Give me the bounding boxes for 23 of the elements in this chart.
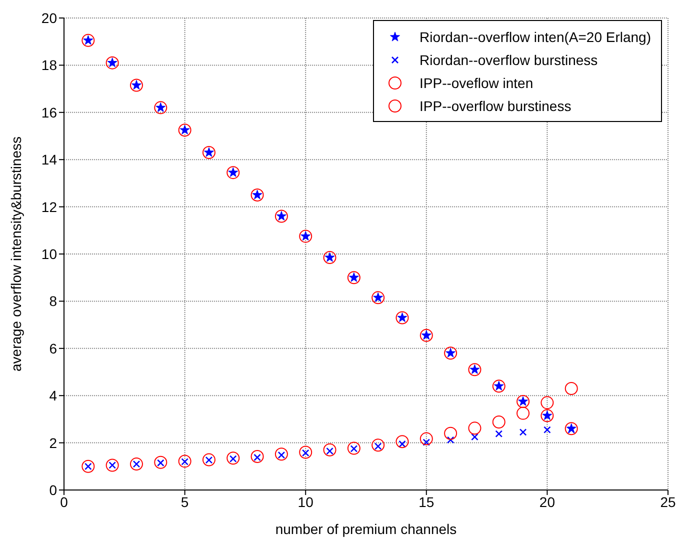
x-tick-label: 0 xyxy=(60,494,68,510)
legend-label: IPP--oveflow inten xyxy=(420,74,534,90)
legend-label: Riordan--overflow burstiness xyxy=(420,52,598,68)
x-tick-label: 5 xyxy=(180,494,189,510)
x-tick-label: 25 xyxy=(660,494,676,510)
y-tick-label: 12 xyxy=(41,198,58,215)
y-tick-label: 8 xyxy=(49,293,58,310)
x-tick-label: 10 xyxy=(298,494,314,510)
y-tick-label: 18 xyxy=(41,57,58,74)
y-axis-title: average overflow intensity&burstiness xyxy=(8,136,24,372)
y-tick-label: 16 xyxy=(41,104,58,120)
x-tick-label: 20 xyxy=(539,494,556,510)
y-tick-label: 4 xyxy=(49,388,58,404)
y-tick-label: 10 xyxy=(41,246,58,262)
legend-label: IPP--overflow burstiness xyxy=(420,98,572,114)
y-tick-label: 0 xyxy=(49,482,58,498)
x-axis-title: number of premium channels xyxy=(275,521,457,537)
y-tick-label: 6 xyxy=(49,340,58,356)
y-tick-label: 14 xyxy=(41,152,58,168)
y-tick-label: 2 xyxy=(49,434,58,451)
x-tick-label: 15 xyxy=(418,494,434,510)
y-tick-label: 20 xyxy=(41,10,58,26)
legend-label: Riordan--overflow inten(A=20 Erlang) xyxy=(420,28,651,44)
